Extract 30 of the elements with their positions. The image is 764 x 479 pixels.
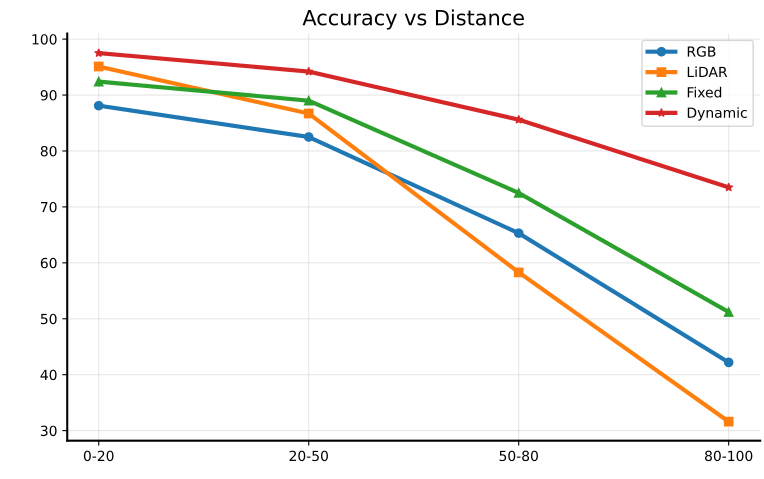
x-tick-label: 0-20 bbox=[84, 450, 114, 462]
point bbox=[304, 108, 314, 118]
point bbox=[94, 48, 104, 58]
legend-label: Dynamic bbox=[688, 107, 747, 121]
point bbox=[514, 188, 524, 198]
x-tick-label: 50-80 bbox=[500, 450, 538, 462]
y-tick-label: 40 bbox=[40, 370, 57, 380]
point bbox=[94, 62, 104, 72]
chart-title: Accuracy vs Distance bbox=[302, 9, 524, 30]
point bbox=[724, 416, 734, 427]
point bbox=[724, 358, 734, 368]
y-tick-label: 30 bbox=[40, 426, 57, 436]
x-tick-label: 80-100 bbox=[705, 450, 752, 462]
y-tick-label: 100 bbox=[32, 34, 57, 45]
point bbox=[514, 228, 524, 238]
legend-label: Fixed bbox=[688, 86, 722, 98]
y-tick-label: 50 bbox=[40, 314, 57, 324]
point bbox=[94, 100, 104, 111]
y-tick-label: 60 bbox=[40, 258, 57, 268]
point bbox=[94, 76, 104, 86]
point bbox=[724, 307, 734, 317]
y-tick-label: 70 bbox=[40, 202, 57, 212]
x-tick-label: 20-50 bbox=[290, 450, 328, 462]
point bbox=[304, 132, 314, 142]
y-tick-label: 90 bbox=[40, 90, 57, 101]
point bbox=[514, 267, 524, 278]
legend-label: LiDAR bbox=[688, 66, 728, 77]
legend-label: RGB bbox=[688, 46, 716, 57]
point bbox=[304, 96, 314, 106]
y-tick-label: 80 bbox=[40, 146, 57, 156]
